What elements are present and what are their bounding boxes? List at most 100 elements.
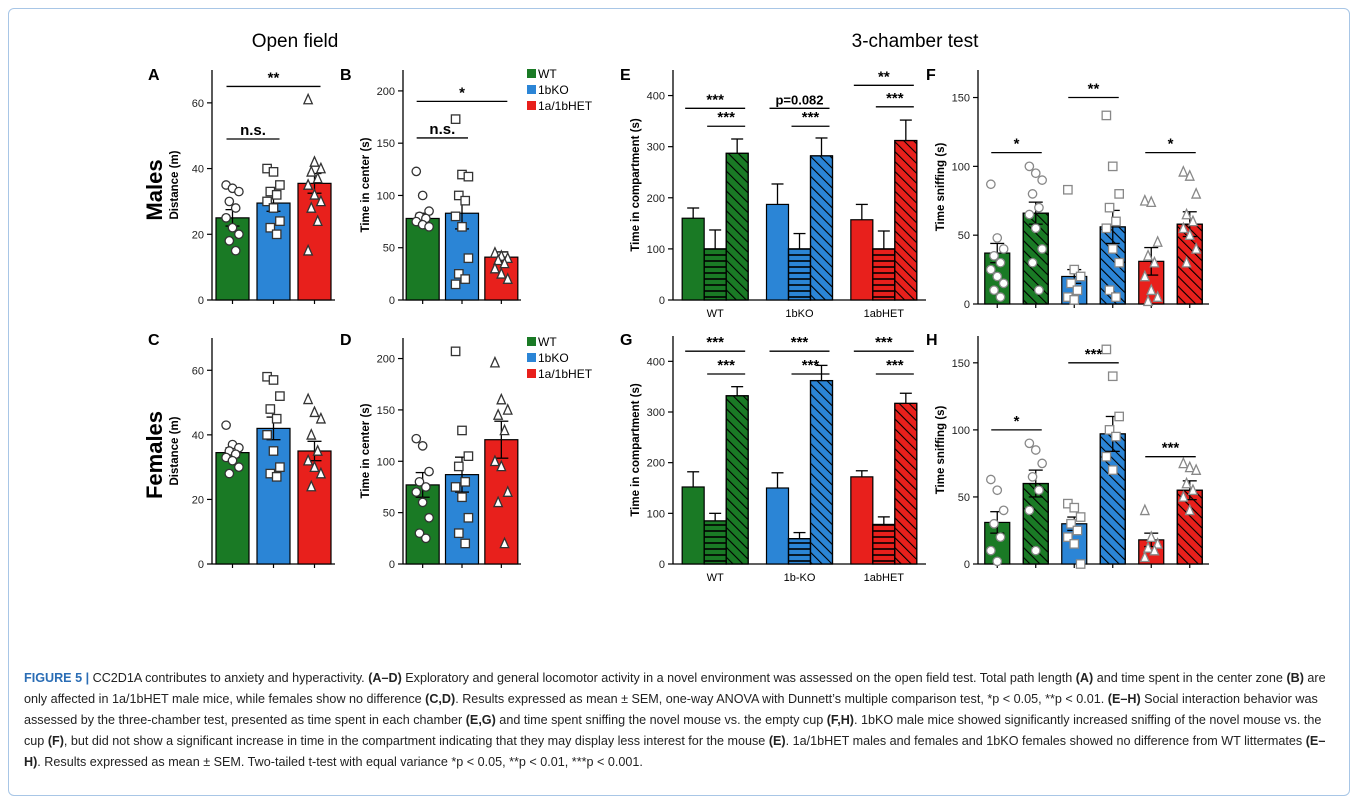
data-point: [411, 166, 422, 177]
data-point: [489, 355, 501, 368]
data-point: [453, 528, 464, 539]
data-point: [1072, 525, 1083, 536]
bar: [215, 452, 250, 565]
caption-panel-ref: (E,G): [465, 713, 496, 727]
caption-panel-ref: (A–D): [368, 671, 402, 685]
significance-label: *: [1014, 413, 1020, 430]
y-tick-label: 0: [389, 559, 395, 571]
data-point: [1027, 257, 1038, 268]
significance-label: ***: [802, 109, 820, 126]
data-point: [1063, 184, 1073, 195]
data-point: [1187, 214, 1199, 227]
data-point: [992, 233, 1003, 243]
data-point: [312, 171, 323, 184]
panel-a: 0 20 40 60 Distance (m) An.s. **: [148, 67, 335, 307]
data-point: [1139, 550, 1151, 563]
y-tick-label: 150: [377, 138, 395, 150]
bar-hatch: [703, 248, 727, 301]
legend-swatch: [527, 101, 536, 110]
bar-hatch: [725, 395, 749, 565]
legend-label: 1bKO: [538, 351, 569, 365]
panel-b: 0 50 100 150 200 Time in center (s) Bn.s. * WT 1b…: [340, 67, 593, 307]
data-point: [1146, 530, 1157, 543]
data-point: [457, 221, 467, 232]
data-point: [985, 264, 996, 275]
bar: [405, 217, 440, 301]
data-point: [1114, 411, 1124, 422]
y-tick-label: 0: [964, 559, 970, 571]
y-axis-label: Time sniffing (s): [935, 406, 947, 495]
significance-label: **: [878, 68, 890, 85]
data-point: [271, 471, 282, 482]
data-point: [1111, 292, 1121, 302]
y-tick-label: 40: [192, 430, 204, 442]
data-point: [453, 269, 464, 279]
data-point: [502, 272, 513, 284]
data-point: [312, 444, 323, 456]
legend-swatch: [527, 369, 536, 378]
y-tick-label: 400: [647, 356, 665, 368]
y-tick-label: 0: [659, 559, 665, 571]
legend-label: 1bKO: [538, 83, 569, 97]
significance-label: ***: [706, 334, 724, 351]
y-tick-label: 0: [659, 295, 665, 307]
caption-text: Exploratory and general locomotor activi…: [401, 671, 1076, 685]
y-tick-label: 40: [192, 164, 204, 176]
row-label-males: Males: [142, 159, 167, 220]
panel-letter: F: [926, 67, 936, 84]
data-point: [1111, 431, 1121, 442]
y-tick-label: 0: [964, 299, 970, 311]
data-point: [417, 497, 428, 508]
panel-e: 0 100 200 300 400 Time in compartment (s) E WT 1…: [620, 67, 926, 320]
data-point: [1104, 285, 1115, 296]
data-point: [424, 466, 434, 477]
data-point: [489, 246, 501, 258]
y-axis-label: Time in center (s): [360, 137, 372, 232]
data-point: [1101, 110, 1112, 121]
data-point: [234, 462, 244, 472]
data-point: [411, 433, 422, 444]
data-point: [268, 446, 279, 456]
panel-letter: C: [148, 332, 160, 349]
data-point: [302, 243, 314, 256]
x-tick-label: 1abHET: [864, 308, 905, 320]
legend-label: 1a/1bHET: [538, 99, 593, 113]
data-point: [424, 221, 434, 232]
y-axis-label: Time in center (s): [360, 403, 372, 498]
data-point: [985, 179, 996, 190]
caption-panel-ref: (C,D): [425, 692, 456, 706]
data-point: [450, 114, 461, 124]
data-point: [268, 203, 279, 213]
figure-caption: FIGURE 5 | CC2D1A contributes to anxiety…: [24, 668, 1336, 773]
data-point: [1142, 249, 1154, 261]
bar-hatch: [787, 538, 812, 565]
data-point: [302, 392, 314, 405]
data-point: [275, 216, 285, 226]
y-tick-label: 150: [952, 358, 970, 370]
data-point: [315, 161, 327, 174]
data-point: [489, 261, 501, 274]
data-point: [302, 178, 314, 190]
data-point: [417, 441, 428, 451]
data-point: [421, 533, 431, 544]
data-point: [1181, 476, 1192, 489]
data-point: [234, 186, 244, 197]
x-tick-label: WT: [707, 308, 724, 320]
panel-letter: G: [620, 332, 632, 349]
data-point: [457, 492, 467, 503]
data-point: [302, 453, 314, 466]
x-tick-label: 1bKO: [785, 308, 814, 320]
panel-letter: H: [926, 332, 938, 349]
y-tick-label: 50: [958, 230, 970, 242]
data-point: [224, 196, 235, 207]
data-point: [414, 528, 425, 539]
data-point: [1107, 161, 1118, 172]
bar-hatch: [872, 248, 896, 301]
data-point: [1075, 559, 1086, 569]
data-point: [1178, 456, 1189, 469]
data-point: [995, 532, 1006, 543]
data-point: [1069, 502, 1080, 513]
panel-letter: E: [620, 67, 631, 84]
